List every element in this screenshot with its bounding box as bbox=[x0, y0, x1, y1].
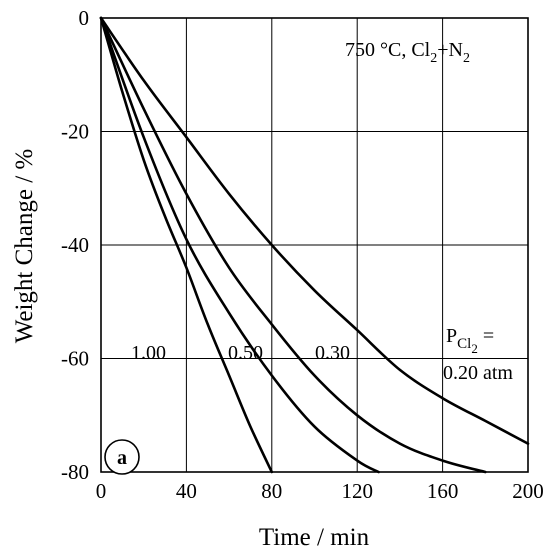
series-line-1-00 bbox=[99, 16, 274, 474]
plot-frame bbox=[100, 17, 529, 473]
y-tick-label-neg40: -40 bbox=[61, 233, 89, 257]
curve-label-1-00: 1.00 bbox=[131, 342, 166, 364]
series-line-0-20-atm bbox=[99, 16, 530, 445]
x-tick-label-120: 120 bbox=[341, 479, 373, 503]
curve-layer bbox=[99, 16, 530, 474]
curve-label-0-20-atm: 0.20 atm bbox=[443, 362, 513, 384]
y-axis-title: Weight Change / % bbox=[11, 149, 38, 343]
series-line-0-30 bbox=[99, 16, 487, 474]
y-tick-label-neg80: -80 bbox=[61, 460, 89, 484]
x-tick-label-160: 160 bbox=[427, 479, 459, 503]
x-tick-label-0: 0 bbox=[96, 479, 107, 503]
y-tick-label-neg20: -20 bbox=[61, 120, 89, 144]
x-tick-label-40: 40 bbox=[176, 479, 197, 503]
x-tick-label-80: 80 bbox=[261, 479, 282, 503]
panel-letter: a bbox=[117, 447, 127, 469]
curve-label-0-50: 0.50 bbox=[228, 342, 263, 364]
y-tick-label-neg60: -60 bbox=[61, 347, 89, 371]
series-line-0-50 bbox=[99, 16, 380, 474]
curve-labels: 1.00 0.50 0.30 0.20 atm bbox=[131, 342, 513, 384]
panel-letter-circle bbox=[104, 439, 140, 475]
condition-annotation: 750 °C, Cl2+N2 bbox=[345, 39, 470, 66]
grid-layer bbox=[101, 18, 528, 472]
pressure-label: PCl2 = bbox=[446, 325, 494, 356]
curve-label-0-30: 0.30 bbox=[315, 342, 350, 364]
y-tick-label-0: 0 bbox=[79, 6, 90, 30]
tick-layer: 0 40 80 120 160 200 0 -20 -40 -60 -80 bbox=[61, 6, 544, 503]
x-tick-label-200: 200 bbox=[512, 479, 544, 503]
x-axis-title: Time / min bbox=[259, 524, 370, 551]
